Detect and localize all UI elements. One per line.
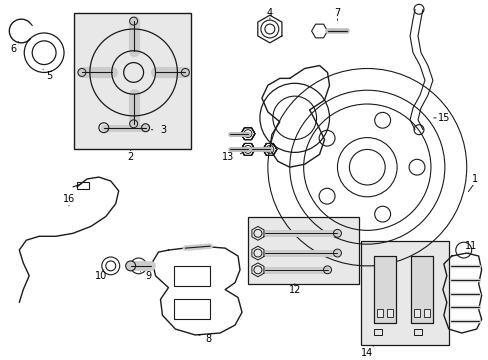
Text: 12: 12 xyxy=(288,284,300,294)
Bar xyxy=(247,217,359,284)
Bar xyxy=(373,256,395,323)
Bar xyxy=(410,256,432,323)
Bar xyxy=(373,329,382,335)
Text: 16: 16 xyxy=(63,194,75,204)
Bar xyxy=(174,300,210,319)
Bar xyxy=(413,309,419,317)
Text: 3: 3 xyxy=(160,125,166,135)
Text: 2: 2 xyxy=(127,152,134,162)
Bar xyxy=(361,241,448,345)
Text: 7: 7 xyxy=(334,8,340,18)
Text: 10: 10 xyxy=(95,271,107,281)
Text: 4: 4 xyxy=(266,8,272,18)
Text: 6: 6 xyxy=(10,44,17,54)
Bar xyxy=(413,329,421,335)
Text: 13: 13 xyxy=(222,152,234,162)
Text: 5: 5 xyxy=(46,71,52,81)
Bar xyxy=(373,256,395,323)
Text: 1: 1 xyxy=(470,174,477,184)
Bar xyxy=(174,266,210,285)
Text: 11: 11 xyxy=(464,241,476,251)
Text: 8: 8 xyxy=(205,334,211,344)
Bar xyxy=(376,309,383,317)
Bar xyxy=(77,182,89,189)
Text: 15: 15 xyxy=(437,113,449,123)
Bar xyxy=(423,309,429,317)
Text: 9: 9 xyxy=(145,271,151,281)
Text: 14: 14 xyxy=(361,348,373,358)
Bar xyxy=(74,13,191,149)
Bar xyxy=(410,256,432,323)
Bar xyxy=(386,309,392,317)
